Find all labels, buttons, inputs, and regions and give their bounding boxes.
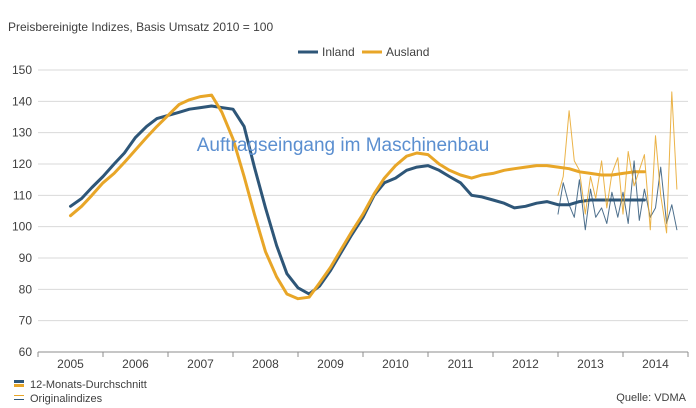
avg-swatch: [14, 379, 24, 391]
series-line-ausland-original: [557, 91, 678, 234]
series-line-ausland-average: [69, 93, 646, 301]
x-tick-label: 2011: [448, 357, 474, 371]
y-tick-label: 120: [12, 157, 32, 171]
chart-subtitle: Preisbereinigte Indizes, Basis Umsatz 20…: [8, 20, 274, 34]
y-tick-label: 140: [12, 94, 32, 108]
y-tick-label: 90: [19, 251, 33, 265]
y-tick-label: 150: [12, 63, 32, 77]
y-tick-label: 100: [12, 220, 32, 234]
footer-legend-orig-label: Originalindizes: [30, 393, 103, 405]
y-tick-label: 110: [13, 188, 32, 202]
x-tick-label: 2012: [512, 357, 539, 371]
x-tick-label: 2007: [187, 357, 214, 371]
chart-title: Auftragseingang im Maschinenbau: [197, 135, 490, 156]
x-tick-label: 2005: [57, 357, 84, 371]
x-tick-label: 2010: [382, 357, 409, 371]
footer-legend-orig: Originalindizes: [14, 392, 102, 406]
footer-legend-avg: 12-Monats-Durchschnitt: [14, 378, 147, 392]
x-tick-label: 2006: [122, 357, 149, 371]
x-tick-label: 2008: [252, 357, 279, 371]
legend-label-ausland: Ausland: [386, 45, 429, 59]
y-tick-label: 60: [19, 345, 33, 359]
y-tick-label: 80: [19, 282, 33, 296]
legend-label-inland: Inland: [322, 45, 355, 59]
x-tick-label: 2009: [317, 357, 344, 371]
y-tick-label: 130: [12, 126, 32, 140]
footer-legend-avg-label: 12-Monats-Durchschnitt: [30, 379, 147, 391]
source-note: Quelle: VDMA: [616, 392, 686, 404]
series-line-inland-original: [557, 160, 678, 231]
x-tick-label: 2013: [577, 357, 604, 371]
y-tick-label: 70: [19, 314, 33, 328]
orig-swatch: [14, 393, 24, 405]
x-tick-label: 2014: [642, 357, 669, 371]
